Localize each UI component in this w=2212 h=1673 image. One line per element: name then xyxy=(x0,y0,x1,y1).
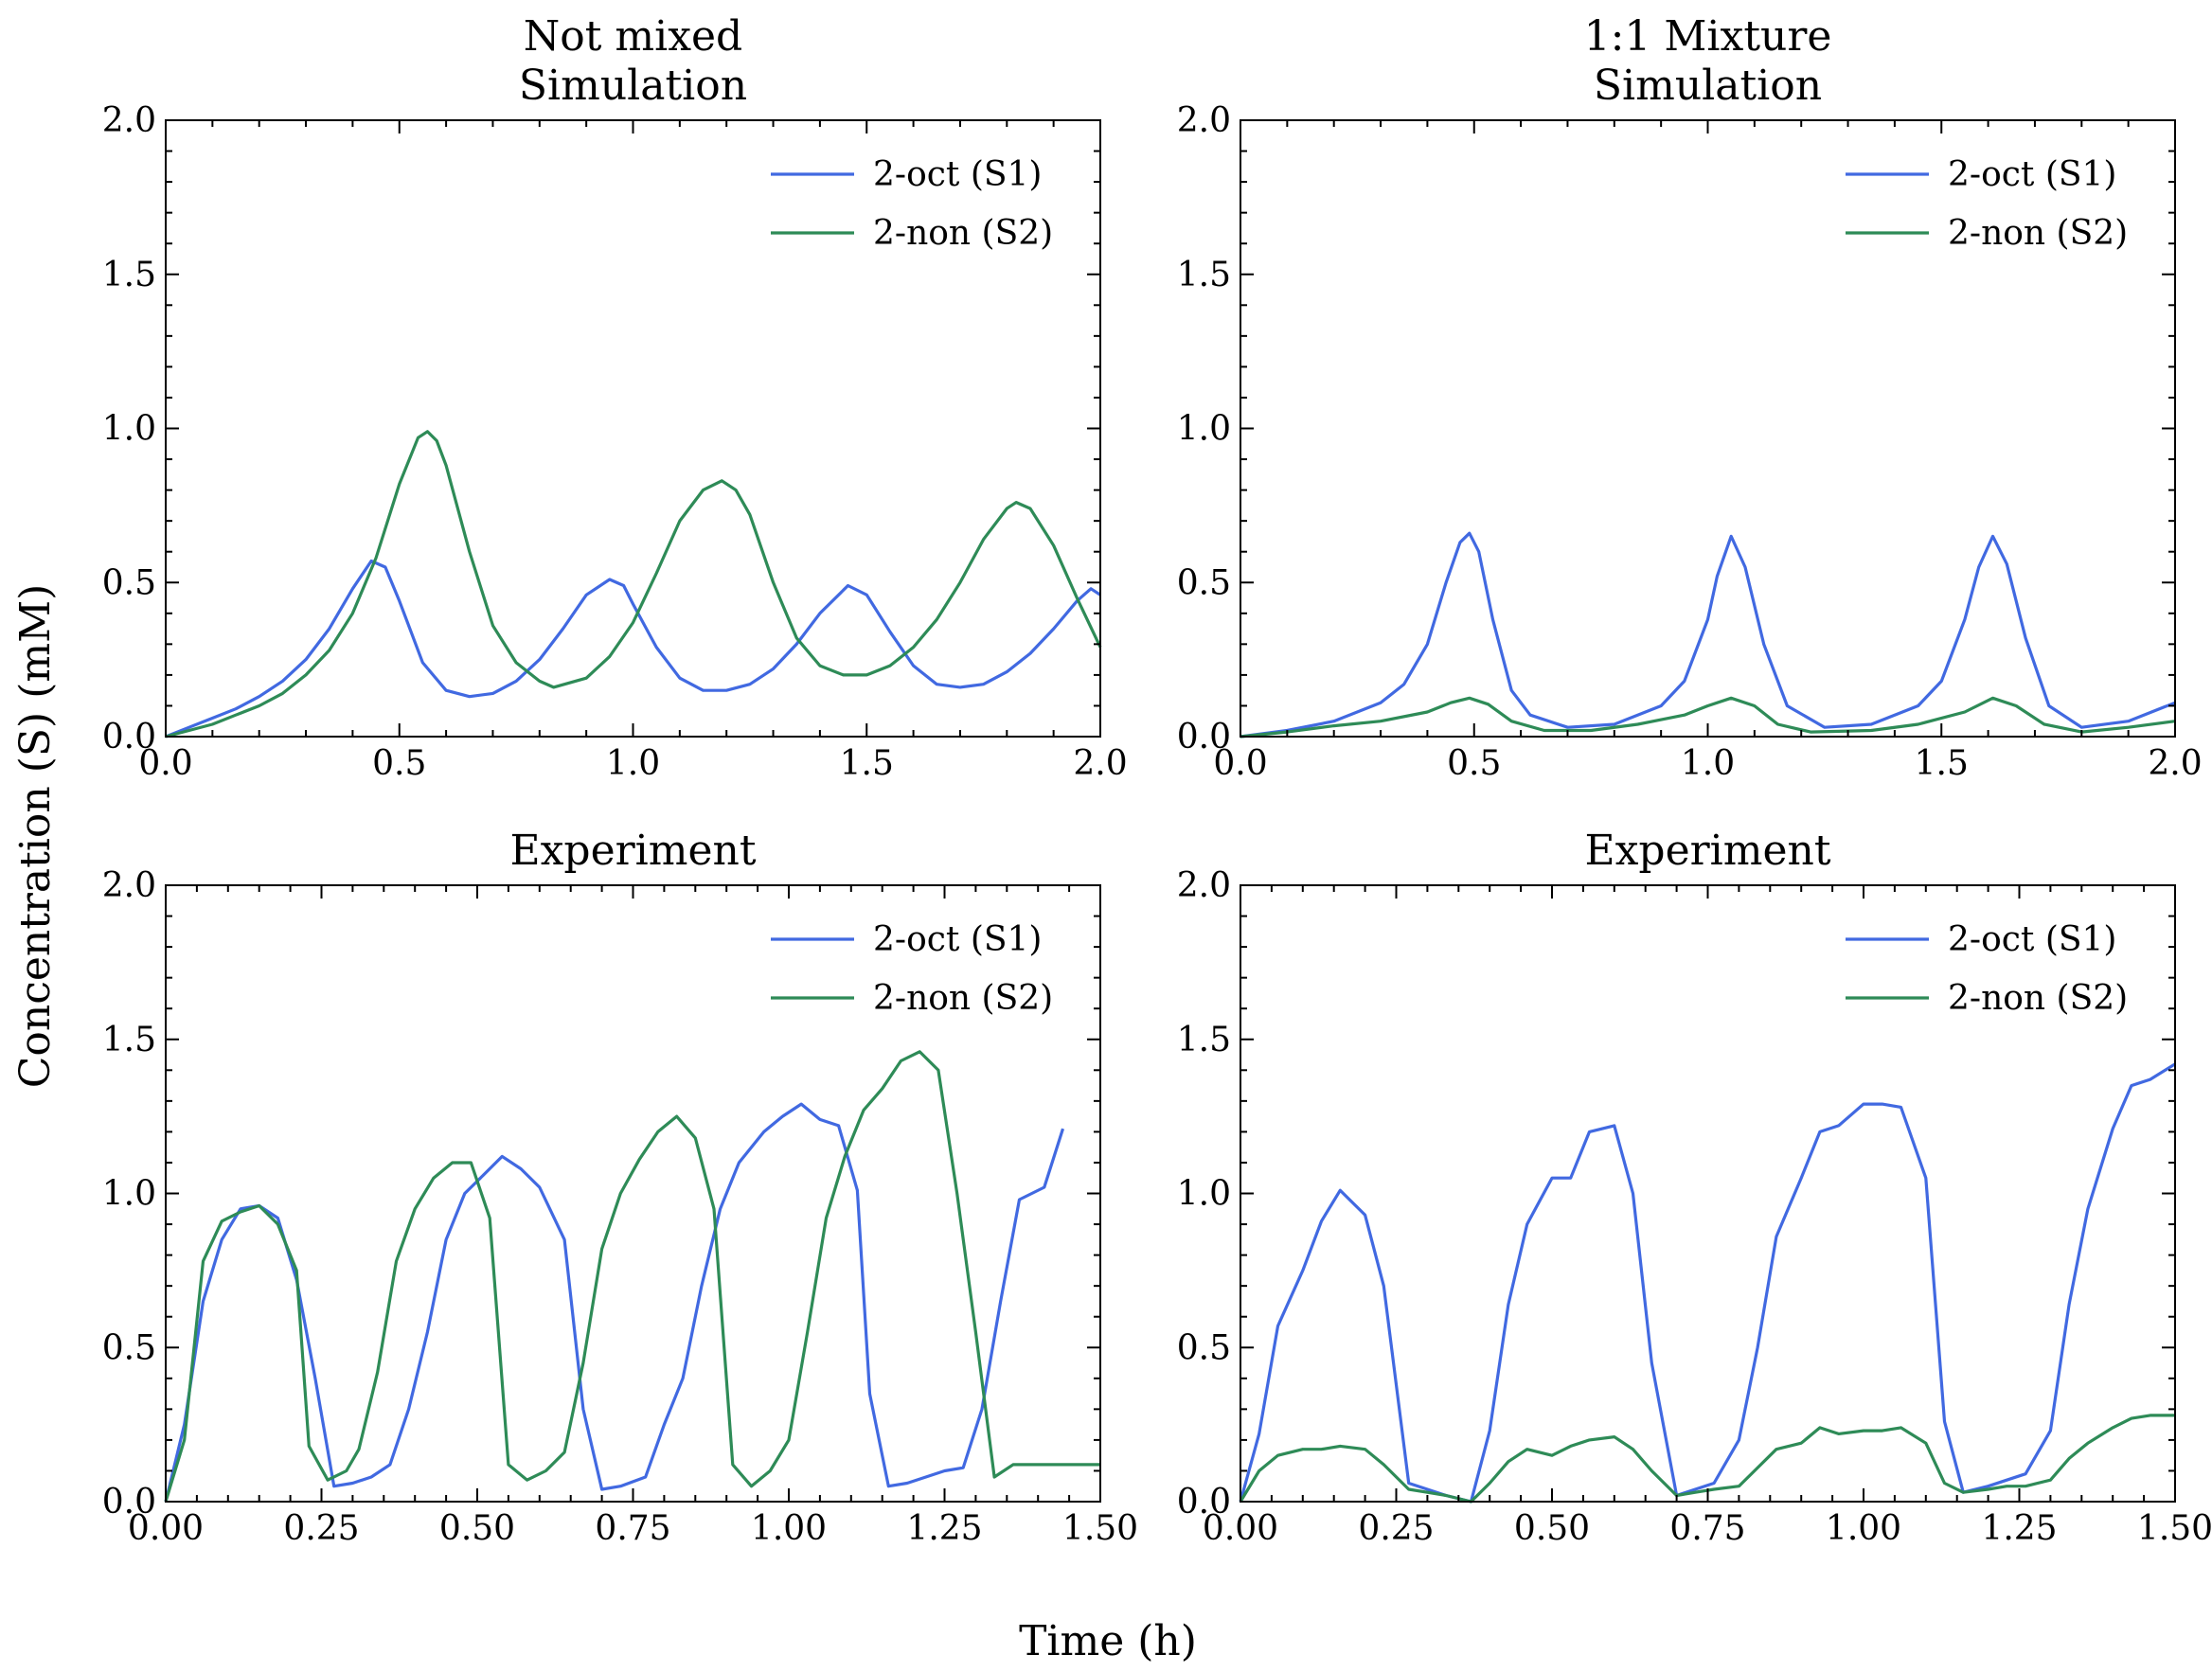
x-tick-label: 0.00 xyxy=(1203,1509,1278,1548)
y-tick-label: 0.5 xyxy=(1177,563,1231,602)
x-tick-label: 0.75 xyxy=(1669,1509,1745,1548)
y-tick-label: 1.0 xyxy=(1177,1175,1231,1214)
y-tick-label: 0.5 xyxy=(102,1328,156,1367)
x-tick-label: 1.0 xyxy=(606,744,660,783)
legend-entry: 2-oct (S1) xyxy=(1948,920,2116,959)
y-tick-label: 0.0 xyxy=(1177,718,1231,756)
y-tick-label: 2.0 xyxy=(1177,866,1231,905)
chart-title-line: Simulation xyxy=(519,62,747,110)
y-tick-label: 1.5 xyxy=(1177,1021,1231,1059)
x-axis-label: Time (h) xyxy=(1019,1617,1197,1665)
x-tick-label: 0.25 xyxy=(283,1509,359,1548)
legend-entry: 2-oct (S1) xyxy=(873,920,1042,959)
y-tick-label: 0.5 xyxy=(102,563,156,602)
chart-title-line: Simulation xyxy=(1594,62,1822,110)
x-tick-label: 1.0 xyxy=(1681,744,1735,783)
legend-entry: 2-non (S2) xyxy=(873,214,1053,253)
chart-title-line: 1:1 Mixture xyxy=(1584,12,1832,61)
series-line-s1 xyxy=(164,1102,1065,1503)
axes-frame xyxy=(1240,119,2176,738)
legend-entry: 2-non (S2) xyxy=(1948,214,2128,253)
series-line-s2 xyxy=(165,430,1102,739)
y-tick-label: 0.0 xyxy=(102,718,156,756)
chart-panel-4: Experiment 0.00 0.25 0.50 0.75 1.00 1.25 1.50 0.… xyxy=(1177,827,2212,1548)
legend-entry: 2-oct (S1) xyxy=(1948,155,2116,194)
x-tick-label: 1.25 xyxy=(906,1509,982,1548)
x-tick-label: 0.75 xyxy=(595,1509,670,1548)
y-tick-label: 1.5 xyxy=(102,256,156,294)
x-tick-label: 0.50 xyxy=(1514,1509,1590,1548)
x-tick-label: 0.50 xyxy=(439,1509,515,1548)
x-tick-label: 1.5 xyxy=(1915,744,1969,783)
y-tick-label: 1.5 xyxy=(102,1021,156,1059)
y-tick-label: 0.0 xyxy=(1177,1483,1231,1522)
legend: 2-oct (S1) 2-non (S2) xyxy=(1846,920,2128,1018)
x-tick-label: 1.50 xyxy=(1062,1509,1138,1548)
legend: 2-oct (S1) 2-non (S2) xyxy=(771,920,1053,1018)
x-tick-label: 1.50 xyxy=(2137,1509,2212,1548)
x-tick-label: 1.00 xyxy=(1826,1509,1901,1548)
y-axis-label: Concentration (S) (mM) xyxy=(11,584,60,1089)
axes-frame xyxy=(1240,884,2176,1503)
x-tick-label: 1.5 xyxy=(840,744,894,783)
chart-title-line: Experiment xyxy=(509,827,756,875)
series-line-s2 xyxy=(1239,1414,2175,1504)
chart-title-line: Experiment xyxy=(1584,827,1830,875)
y-tick-label: 1.0 xyxy=(102,410,156,449)
y-tick-label: 2.0 xyxy=(1177,101,1231,140)
legend: 2-oct (S1) 2-non (S2) xyxy=(1846,155,2128,253)
x-tick-label: 2.0 xyxy=(2148,744,2202,783)
y-tick-label: 2.0 xyxy=(102,866,156,905)
axes-frame xyxy=(165,119,1101,738)
x-tick-label: 0.0 xyxy=(1213,744,1267,783)
x-tick-label: 0.5 xyxy=(1447,744,1501,783)
x-tick-label: 0.5 xyxy=(372,744,426,783)
series-line-s1 xyxy=(165,559,1101,739)
y-tick-label: 1.0 xyxy=(102,1175,156,1214)
x-tick-label: 1.00 xyxy=(751,1509,827,1548)
legend-entry: 2-non (S2) xyxy=(1948,979,2128,1018)
series-line-s2 xyxy=(1240,696,2176,739)
y-tick-label: 0.5 xyxy=(1177,1328,1231,1367)
x-tick-label: 1.25 xyxy=(1981,1509,2057,1548)
chart-panel-3: Experiment 0.00 0.25 0.50 0.75 1.00 1.25 1.50 0.… xyxy=(102,827,1138,1548)
x-tick-label: 0.00 xyxy=(128,1509,204,1548)
x-tick-label: 0.25 xyxy=(1358,1509,1434,1548)
series-line-s2 xyxy=(164,1050,1100,1503)
chart-title-line: Not mixed xyxy=(524,12,742,61)
x-tick-label: 2.0 xyxy=(1073,744,1127,783)
x-tick-label: 0.0 xyxy=(138,744,192,783)
series-line-s1 xyxy=(1240,531,2176,739)
y-tick-label: 1.5 xyxy=(1177,256,1231,294)
y-tick-label: 0.0 xyxy=(102,1483,156,1522)
series-line-s1 xyxy=(1239,1062,2176,1504)
legend-entry: 2-non (S2) xyxy=(873,979,1053,1018)
y-tick-label: 1.0 xyxy=(1177,410,1231,449)
legend-entry: 2-oct (S1) xyxy=(873,155,1042,194)
legend: 2-oct (S1) 2-non (S2) xyxy=(771,155,1053,253)
y-tick-label: 2.0 xyxy=(102,101,156,140)
